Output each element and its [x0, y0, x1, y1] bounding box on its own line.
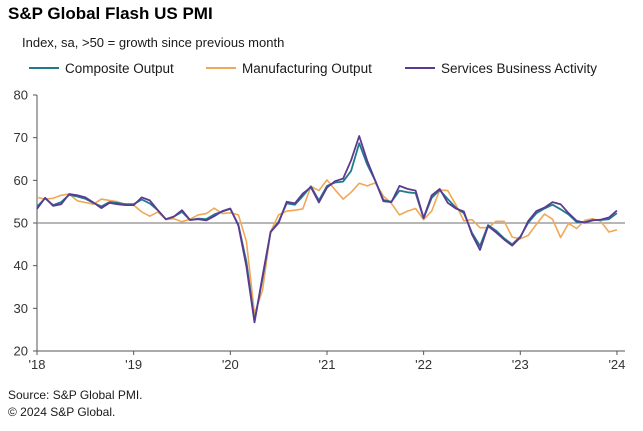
y-tick-label-80: 80 [14, 88, 28, 103]
legend-label-services-business-activity: Services Business Activity [441, 60, 598, 76]
y-tick-label-30: 30 [14, 301, 28, 316]
x-tick-label-23: '23 [512, 357, 529, 372]
chart-subtitle: Index, sa, >50 = growth since previous m… [22, 35, 285, 50]
chart-title: S&P Global Flash US PMI [8, 4, 213, 23]
copyright-note: © 2024 S&P Global. [8, 405, 116, 419]
line-chart: 20 30 40 50 60 70 80 '18 '19 '20 '21 '22 '23 '24 [14, 88, 626, 373]
legend-label-composite-output: Composite Output [65, 60, 174, 76]
legend-swatch-services-business-activity [405, 67, 435, 69]
x-tick-label-19: '19 [125, 357, 142, 372]
legend-item-services-business-activity: Services Business Activity [405, 58, 597, 78]
x-tick-label-22: '22 [415, 357, 432, 372]
series-line-manufacturing-output [36, 179, 618, 315]
series-line-services-business-activity [36, 135, 618, 324]
legend-item-manufacturing-output: Manufacturing Output [206, 58, 372, 78]
x-tick-label-24: '24 [608, 357, 625, 372]
y-tick-label-40: 40 [14, 258, 28, 273]
x-tick-label-20: '20 [222, 357, 239, 372]
chart-legend: Composite Output Manufacturing Output Se… [0, 58, 643, 78]
y-tick-label-70: 70 [14, 130, 28, 145]
y-tick-label-50: 50 [14, 216, 28, 231]
legend-swatch-composite-output [29, 67, 59, 69]
y-tick-label-20: 20 [14, 344, 28, 359]
legend-label-manufacturing-output: Manufacturing Output [242, 60, 372, 76]
legend-item-composite-output: Composite Output [29, 58, 174, 78]
x-tick-label-18: '18 [29, 357, 46, 372]
legend-swatch-manufacturing-output [206, 67, 236, 69]
y-tick-label-60: 60 [14, 173, 28, 188]
x-tick-label-21: '21 [318, 357, 335, 372]
source-note: Source: S&P Global PMI. [8, 388, 143, 402]
